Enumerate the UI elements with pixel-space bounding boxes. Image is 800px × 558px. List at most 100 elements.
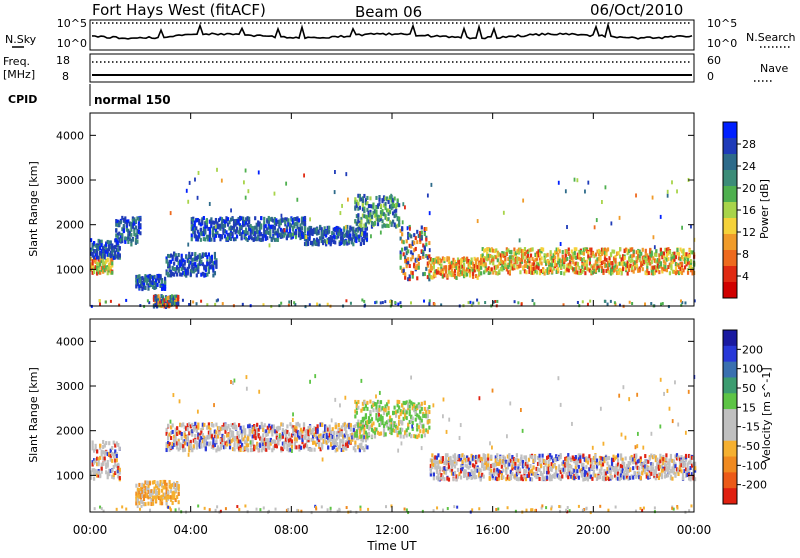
echo-cell: [354, 448, 356, 452]
echo-cell: [139, 217, 141, 221]
echo-cell: [568, 268, 570, 272]
echo-cell: [525, 455, 527, 459]
echo-cell: [363, 300, 365, 303]
echo-cell: [480, 271, 482, 275]
echo-cell: [104, 253, 106, 257]
echo-cell: [404, 272, 406, 276]
echo-cell: [433, 473, 435, 477]
echo-cell: [516, 453, 518, 457]
nsearch-label: N.Search: [746, 31, 796, 44]
echo-cell: [287, 218, 289, 222]
echo-cell: [105, 301, 107, 304]
echo-cell: [178, 500, 180, 504]
echo-cell: [104, 456, 106, 460]
cpid-value: normal 150: [94, 93, 171, 107]
echo-cell: [374, 435, 376, 439]
echo-cell: [354, 440, 356, 444]
echo-cell: [377, 203, 379, 207]
beam-title: Beam 06: [355, 3, 422, 21]
echo-cell: [401, 232, 403, 236]
echo-cell: [376, 301, 378, 304]
echo-cell: [334, 190, 336, 194]
echo-cell: [363, 241, 365, 245]
echo-cell: [398, 400, 400, 404]
echo-cell: [558, 181, 560, 185]
echo-cell: [235, 425, 237, 429]
echo-cell: [144, 502, 146, 506]
echo-cell: [425, 238, 427, 242]
echo-cell: [262, 238, 264, 242]
echo-cell: [345, 299, 347, 302]
freq-label: Freq.: [3, 55, 30, 68]
freq-tick-top: 18: [56, 54, 70, 67]
echo-cell: [380, 301, 382, 304]
echo-cell: [421, 225, 423, 229]
echo-cell: [130, 242, 132, 246]
echo-cell: [222, 302, 224, 305]
echo-cell: [169, 264, 171, 268]
echo-cell: [282, 423, 284, 427]
echo-cell: [387, 400, 389, 404]
echo-cell: [478, 302, 480, 305]
echo-cell: [167, 491, 169, 495]
echo-cell: [139, 223, 141, 227]
echo-cell: [667, 190, 669, 194]
echo-cell: [102, 440, 104, 444]
echo-cell: [378, 198, 380, 202]
echo-cell: [334, 240, 336, 244]
echo-cell: [119, 253, 121, 257]
echo-cell: [607, 303, 609, 306]
echo-cell: [223, 438, 225, 442]
echo-cell: [455, 276, 457, 280]
echo-cell: [214, 303, 216, 306]
echo-cell: [111, 469, 113, 473]
echo-cell: [540, 464, 542, 468]
freq-panel: Freq. [MHz] 18 8 60 0 Nave: [3, 54, 788, 83]
echo-cell: [321, 444, 323, 448]
echo-cell: [443, 273, 445, 277]
colorbar-swatch: [723, 154, 737, 171]
echo-cell: [415, 418, 417, 422]
echo-cell: [187, 243, 189, 247]
echo-cell: [200, 300, 202, 303]
echo-cell: [584, 271, 586, 275]
echo-cell: [200, 444, 202, 448]
echo-cell: [508, 463, 510, 467]
echo-cell: [280, 234, 282, 238]
echo-cell: [406, 416, 408, 420]
echo-cell: [130, 233, 132, 237]
echo-cell: [230, 232, 232, 236]
echo-cell: [418, 262, 420, 266]
echo-cell: [334, 170, 336, 174]
echo-cell: [121, 237, 123, 241]
echo-cell: [576, 178, 578, 182]
echo-cell: [99, 444, 101, 448]
echo-cell: [445, 265, 447, 269]
echo-cell: [173, 493, 175, 497]
echo-cell: [400, 254, 402, 258]
echo-cell: [369, 196, 371, 200]
echo-cell: [107, 257, 109, 261]
echo-cell: [284, 228, 286, 232]
echo-cell: [303, 422, 305, 426]
echo-cell: [295, 235, 297, 239]
echo-cell: [622, 267, 624, 271]
echo-cell: [412, 271, 414, 275]
echo-cell: [291, 445, 293, 449]
echo-cell: [247, 443, 249, 447]
echo-cell: [304, 226, 306, 230]
echo-cell: [574, 251, 576, 255]
echo-cell: [191, 237, 193, 241]
echo-cell: [422, 424, 424, 428]
echo-cell: [407, 249, 409, 253]
echo-cell: [197, 270, 199, 274]
echo-cell: [198, 171, 200, 175]
echo-cell: [327, 445, 329, 449]
echo-cell: [616, 265, 618, 269]
echo-cell: [380, 431, 382, 435]
echo-cell: [492, 261, 494, 265]
echo-cell: [350, 428, 352, 432]
cpid-label: CPID: [8, 93, 37, 106]
echo-cell: [352, 242, 354, 246]
y-tick-label: 4000: [56, 129, 84, 142]
